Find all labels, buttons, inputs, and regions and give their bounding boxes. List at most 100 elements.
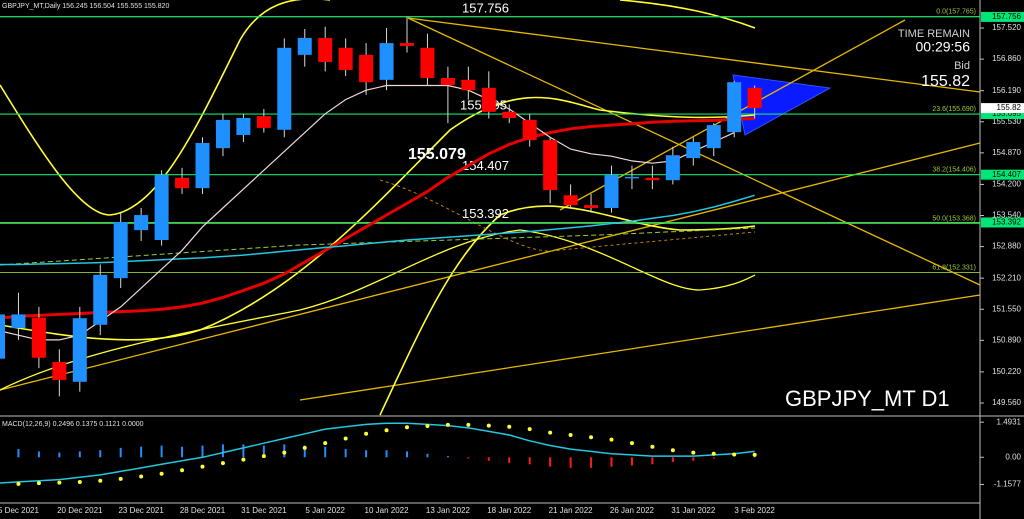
candle-body <box>154 174 169 241</box>
signal-dot <box>609 437 614 442</box>
candle-body <box>645 177 660 181</box>
signal-dot <box>57 480 62 485</box>
signal-dot <box>486 423 491 428</box>
signal-dot <box>139 474 144 479</box>
y-tick-label: 150.890 <box>992 335 1021 344</box>
candle-body <box>338 47 353 70</box>
signal-dot <box>507 424 512 429</box>
candle-body <box>747 87 762 109</box>
indicator-line <box>0 117 755 320</box>
level-marker <box>981 169 1024 180</box>
x-tick-label: 26 Jan 2022 <box>610 506 655 515</box>
candle-body <box>502 111 517 118</box>
candle-body <box>461 79 476 91</box>
signal-dot <box>670 448 675 453</box>
signal-dot <box>732 452 737 457</box>
candle-body <box>134 215 149 231</box>
signal-dot <box>261 454 266 459</box>
fib-label: 38.2(154.406) <box>932 167 976 174</box>
candle-body <box>195 142 210 189</box>
macd-y-tick-label: 1.4931 <box>997 417 1022 426</box>
candle-body <box>727 82 742 133</box>
macd-title: MACD(12,26,9) 0.2496 0.1375 0.1121 0.000… <box>2 421 144 428</box>
candle-body <box>481 87 496 112</box>
signal-dot <box>568 432 573 437</box>
signal-dot <box>118 476 123 481</box>
candle-body <box>256 116 271 128</box>
signal-dot <box>752 452 757 457</box>
y-tick-label: 149.560 <box>992 398 1021 407</box>
signal-dot <box>241 457 246 462</box>
level-label: 153.392 <box>462 206 509 221</box>
signal-dot <box>16 481 21 486</box>
candle-body <box>359 54 374 83</box>
candle-body <box>11 314 26 329</box>
fib-label: 23.6(155.690) <box>932 106 976 113</box>
candle-body <box>686 142 701 159</box>
y-tick-label: 150.220 <box>992 367 1021 376</box>
bid-marker <box>981 103 1024 114</box>
signal-dot <box>364 431 369 436</box>
y-tick-label: 156.860 <box>992 54 1021 63</box>
band-upper <box>0 0 330 216</box>
band-lower <box>379 205 756 416</box>
level-marker-label: 153.392 <box>992 218 1021 227</box>
x-tick-label: 10 Jan 2022 <box>365 506 410 515</box>
signal-dot <box>98 478 103 483</box>
band-outer <box>0 229 756 391</box>
y-tick-label: 155.530 <box>992 117 1021 126</box>
signal-dot <box>629 441 634 446</box>
signal-dot <box>548 430 553 435</box>
x-tick-label: 31 Jan 2022 <box>671 506 716 515</box>
trendline <box>0 142 981 391</box>
candle-body <box>113 222 128 279</box>
candle-body <box>236 117 251 135</box>
x-tick-label: 21 Jan 2022 <box>549 506 594 515</box>
time-remain-label: TIME REMAIN <box>898 28 970 40</box>
candle-body <box>624 176 639 179</box>
annotation: 155.079 <box>408 146 466 163</box>
level-label: 157.756 <box>462 0 509 15</box>
x-tick-label: 31 Dec 2021 <box>241 506 287 515</box>
signal-dot <box>77 479 82 484</box>
y-tick-label: 152.880 <box>992 242 1021 251</box>
macd-y-tick-label: 0.00 <box>1005 452 1021 461</box>
signal-dot <box>405 425 409 430</box>
signal-dot <box>466 422 471 427</box>
band-top <box>619 0 756 29</box>
signal-dot <box>180 468 185 473</box>
y-tick-label: 154.870 <box>992 148 1021 157</box>
candle-body <box>277 47 292 130</box>
signal-dot <box>343 436 348 441</box>
fib-label: 61.8(152.331) <box>932 264 976 271</box>
y-tick-label: 152.210 <box>992 273 1021 282</box>
y-tick-label: 157.520 <box>992 23 1021 32</box>
signal-dot <box>650 444 655 449</box>
candle-body <box>52 362 67 380</box>
candle-body <box>400 43 414 46</box>
signal-dot <box>220 461 225 466</box>
candle-body <box>584 205 599 208</box>
macd-y-tick-label: -1.1577 <box>994 480 1022 489</box>
candle-body <box>665 155 680 181</box>
x-tick-label: 18 Jan 2022 <box>487 506 532 515</box>
signal-dot <box>384 428 389 433</box>
signal-dot <box>425 424 430 429</box>
y-tick-label: 154.200 <box>992 180 1021 189</box>
x-tick-label: 20 Dec 2021 <box>57 506 103 515</box>
signal-dot <box>527 427 532 432</box>
trendline <box>407 17 981 93</box>
fib-label: 50.0(153.368) <box>932 215 976 222</box>
x-tick-label: 5 Jan 2022 <box>305 506 345 515</box>
candle-body <box>72 318 87 382</box>
candle-body <box>420 47 435 78</box>
signal-dot <box>302 445 307 450</box>
candle-body <box>522 119 537 141</box>
y-tick-label: 156.190 <box>992 86 1021 95</box>
signal-dot <box>323 441 328 446</box>
candle-body <box>93 274 108 325</box>
candle-body <box>215 119 230 149</box>
ichimoku-line <box>379 179 756 252</box>
